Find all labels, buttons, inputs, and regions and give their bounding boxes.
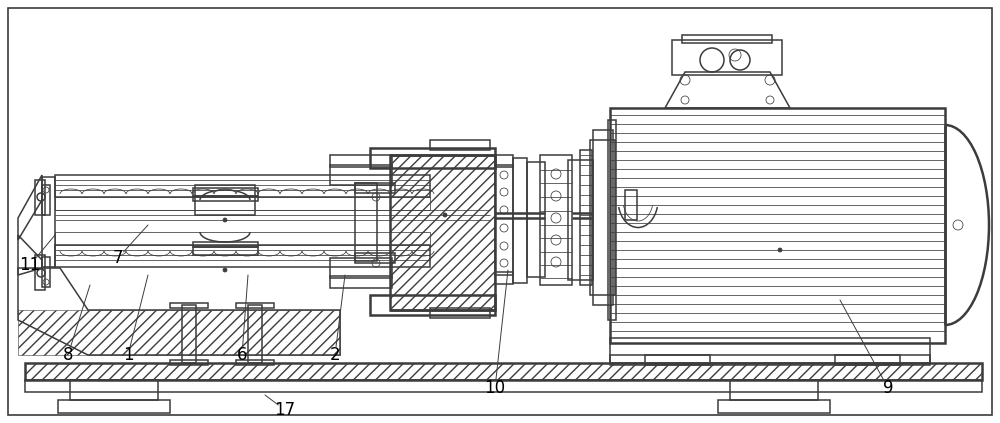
Bar	[193, 196, 258, 201]
Bar	[513, 158, 527, 283]
Bar	[330, 165, 392, 185]
Bar	[70, 380, 158, 400]
Text: 17: 17	[274, 401, 296, 419]
Bar	[236, 303, 274, 308]
Text: 10: 10	[484, 379, 506, 397]
Bar	[55, 245, 430, 267]
Bar	[682, 35, 772, 43]
Bar	[170, 360, 208, 365]
Text: 6: 6	[237, 346, 247, 364]
Bar	[55, 232, 430, 245]
Text: 7: 7	[113, 249, 123, 267]
Bar	[355, 253, 395, 263]
Text: 8: 8	[63, 346, 73, 364]
Bar	[590, 140, 615, 295]
Bar	[248, 305, 262, 363]
Bar	[25, 380, 982, 392]
Bar	[35, 255, 45, 290]
Bar	[355, 183, 377, 261]
Bar	[42, 257, 50, 287]
Bar	[18, 310, 340, 355]
Bar	[55, 197, 430, 210]
Bar	[195, 185, 255, 215]
Bar	[718, 400, 830, 413]
Bar	[193, 188, 258, 196]
Circle shape	[778, 248, 782, 252]
Circle shape	[223, 218, 227, 222]
Bar	[182, 305, 196, 363]
Bar	[330, 155, 392, 167]
Bar	[236, 360, 274, 365]
Bar	[645, 355, 710, 365]
Bar	[495, 272, 513, 284]
Bar	[610, 108, 945, 343]
Text: 2: 2	[330, 346, 340, 364]
Bar	[193, 247, 258, 255]
Bar	[610, 355, 930, 365]
Bar	[55, 175, 430, 197]
Bar	[430, 308, 490, 318]
Bar	[193, 242, 258, 247]
Bar	[580, 150, 592, 285]
Bar	[527, 162, 545, 277]
Text: 1: 1	[123, 346, 133, 364]
Bar	[495, 155, 513, 167]
Circle shape	[443, 213, 447, 217]
Bar	[390, 155, 495, 310]
Bar	[370, 295, 495, 315]
Bar	[730, 380, 818, 400]
Bar	[35, 180, 45, 215]
Bar	[540, 155, 572, 285]
Bar	[672, 40, 782, 75]
Bar	[625, 190, 637, 220]
Text: 9: 9	[883, 379, 893, 397]
Bar	[370, 148, 495, 168]
Bar	[430, 140, 490, 150]
Bar	[330, 276, 392, 288]
Circle shape	[223, 268, 227, 272]
Bar	[355, 183, 395, 193]
Bar	[42, 177, 55, 267]
Bar	[58, 400, 170, 413]
Bar	[25, 363, 982, 380]
Bar	[835, 355, 900, 365]
Bar	[42, 185, 50, 215]
Bar	[495, 165, 513, 275]
Bar	[593, 130, 613, 305]
Text: 11: 11	[19, 256, 41, 274]
Bar	[568, 160, 593, 280]
Bar	[610, 338, 930, 363]
Bar	[330, 258, 392, 278]
Bar	[25, 363, 982, 380]
Bar	[170, 303, 208, 308]
Bar	[608, 120, 616, 320]
